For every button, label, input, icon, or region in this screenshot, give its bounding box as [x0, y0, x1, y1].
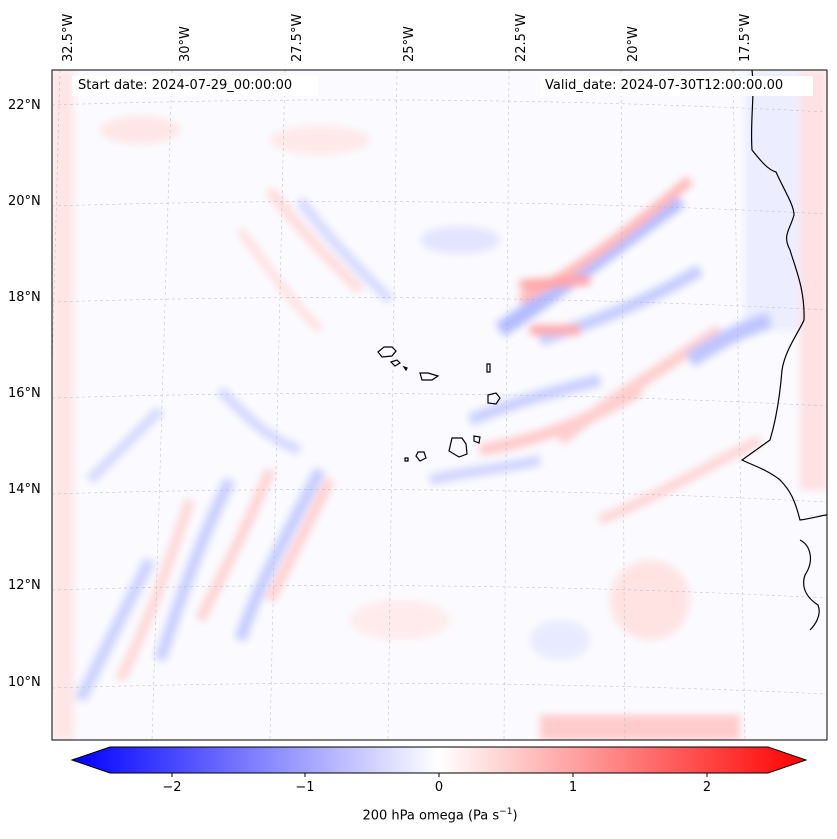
coastline — [740, 70, 827, 521]
colorbar-tick-label: −1 — [295, 780, 315, 795]
start-date-label: Start date: 2024-07-29_00:00:00 — [72, 76, 318, 96]
lon-label: 30°W — [178, 26, 193, 62]
lon-label: 22.5°W — [514, 13, 529, 62]
colorbar-tick-label: −2 — [162, 780, 182, 795]
graticule — [52, 70, 827, 740]
colorbar-tick-label: 1 — [568, 780, 578, 795]
lon-label: 25°W — [402, 26, 417, 62]
lon-label: 27.5°W — [290, 13, 305, 62]
lat-label: 16°N — [8, 386, 41, 401]
colorbar-label-exponent: −1 — [499, 807, 513, 817]
lon-label: 32.5°W — [61, 13, 76, 62]
lon-label: 20°W — [626, 26, 641, 62]
lat-label: 20°N — [8, 194, 41, 209]
valid-date-label: Valid_date: 2024-07-30T12:00:00.00 — [540, 76, 813, 96]
lat-label: 22°N — [8, 98, 41, 113]
lat-label: 18°N — [8, 290, 41, 305]
cape-verde-islands — [377, 346, 501, 462]
lat-label: 14°N — [8, 482, 41, 497]
colorbar-tick-label: 0 — [434, 780, 444, 795]
omega-field — [52, 70, 827, 740]
lat-label: 10°N — [8, 675, 41, 690]
colorbar-label-text: 200 hPa omega (Pa s — [362, 808, 500, 824]
colorbar-label: 200 hPa omega (Pa s−1) — [0, 807, 837, 823]
lat-label: 12°N — [8, 578, 41, 593]
lon-label: 17.5°W — [738, 13, 753, 62]
colorbar-label-close: ) — [512, 808, 518, 824]
map-frame — [51, 69, 828, 741]
colorbar — [70, 746, 808, 777]
colorbar-tick-label: 2 — [702, 780, 712, 795]
